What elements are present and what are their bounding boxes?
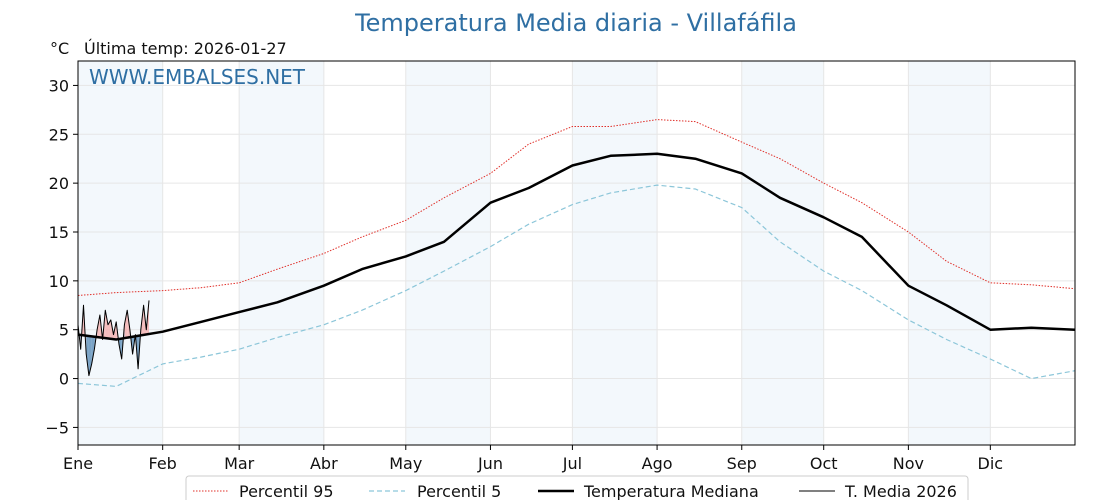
legend-label-median: Temperatura Mediana	[583, 482, 759, 500]
warm-anomaly-fill	[108, 319, 111, 339]
watermark: WWW.EMBALSES.NET	[89, 65, 306, 89]
chart-title: Temperatura Media diaria - Villafáfila	[354, 9, 797, 37]
x-tick-label-Ago: Ago	[642, 454, 673, 473]
y-tick-label-30: 30	[49, 76, 69, 95]
legend-label-2026: T. Media 2026	[844, 482, 957, 500]
x-tick-label-Nov: Nov	[893, 454, 924, 473]
plot-frame	[77, 60, 1076, 446]
y-tick-label-0: 0	[59, 370, 69, 389]
last-temp-label: Última temp: 2026-01-27	[84, 39, 287, 58]
y-tick-label-10: 10	[49, 272, 69, 291]
month-band-Ene	[78, 61, 163, 445]
x-tick-label-Dic: Dic	[978, 454, 1004, 473]
cold-anomaly-fill	[86, 335, 89, 376]
unit-label: °C	[50, 39, 69, 58]
x-tick-label-Sep: Sep	[727, 454, 757, 473]
legend: Percentil 95 Percentil 5 Temperatura Med…	[185, 475, 969, 500]
cold-anomaly-fill	[91, 336, 95, 364]
y-tick-label-5: 5	[59, 321, 69, 340]
legend-box	[185, 475, 969, 500]
x-tick-label-Jul: Jul	[562, 454, 582, 473]
x-tick-label-May: May	[389, 454, 422, 473]
y-tick-label--5: −5	[45, 418, 69, 437]
x-axis: Ene Feb Mar Abr May Jun Jul Ago Sep Oct Nov Dic	[63, 445, 1003, 473]
series-line-percentil-95	[77, 119, 1076, 296]
x-tick-label-Jun: Jun	[477, 454, 503, 473]
y-tick-label-20: 20	[49, 174, 69, 193]
month-band-Jul	[572, 61, 658, 445]
y-tick-label-15: 15	[49, 223, 69, 242]
series-lines	[77, 119, 1076, 388]
x-tick-label-Oct: Oct	[810, 454, 838, 473]
month-band-Mar	[239, 61, 324, 445]
x-tick-label-Feb: Feb	[149, 454, 177, 473]
legend-label-p5: Percentil 5	[417, 482, 501, 500]
warm-anomaly-fill	[124, 310, 128, 339]
series-line-percentil-5	[77, 184, 1076, 388]
x-tick-label-Abr: Abr	[310, 454, 338, 473]
x-tick-label-Mar: Mar	[224, 454, 255, 473]
legend-label-p95: Percentil 95	[239, 482, 334, 500]
warm-anomaly-fill	[105, 310, 109, 339]
month-band-Nov	[908, 61, 991, 445]
month-band-May	[405, 61, 491, 445]
month-bands	[78, 61, 991, 445]
x-tick-label-Ene: Ene	[63, 454, 93, 473]
y-tick-label-25: 25	[49, 125, 69, 144]
month-band-Sep	[741, 61, 824, 445]
series-line-t-media-2026	[77, 300, 150, 377]
series-line-temperatura-mediana	[77, 152, 1076, 341]
y-axis: −5 0 5 10 15 20 25 30	[45, 76, 78, 437]
